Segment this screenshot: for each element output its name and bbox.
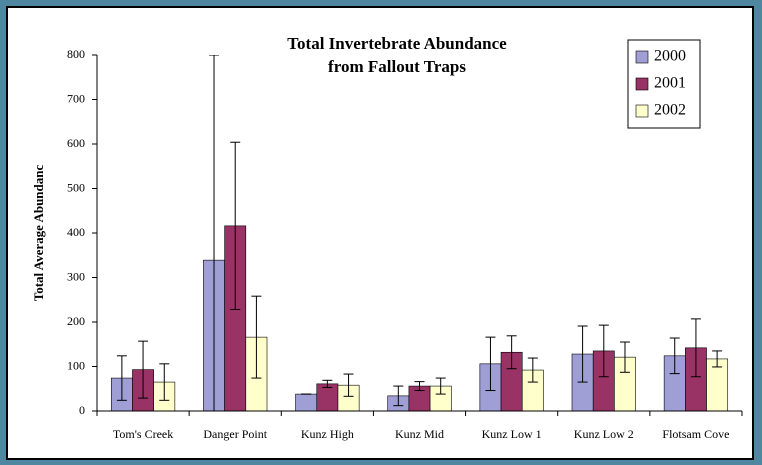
error-bar [598,324,609,378]
y-tick-label: 400 [67,225,85,239]
legend-swatch [635,77,649,91]
error-bar [209,55,220,411]
error-bar [414,381,425,392]
error-bar [343,373,354,397]
error-bar [159,363,170,401]
error-bar [393,385,404,407]
y-tick-label: 200 [67,314,85,328]
error-bar [230,141,241,311]
x-tick-label: Kunz Mid [395,427,444,441]
error-bar [527,357,538,383]
error-bar [577,325,588,383]
y-tick-label: 700 [67,91,85,105]
error-bar [669,337,680,375]
legend-label: 2001 [654,75,686,92]
error-bar [619,341,630,373]
x-tick-label: Kunz Low 2 [574,427,634,441]
x-tick-label: Flotsam Cove [662,427,729,441]
error-bar [506,335,517,370]
error-bar [322,379,333,388]
chart-title: Total Invertebrate Abundance [287,34,507,53]
error-bar [435,377,446,395]
bar [316,383,339,412]
error-bar [251,295,262,379]
y-tick-label: 0 [79,403,85,417]
error-bar [116,355,127,401]
chart-subtitle: from Fallout Traps [328,57,466,76]
y-tick-label: 300 [67,269,85,283]
x-tick-label: Danger Point [203,427,267,441]
y-tick-label: 100 [67,358,85,372]
legend-label: 2002 [654,102,686,119]
legend-swatch [635,50,649,64]
legend-swatch [635,104,649,118]
x-tick-label: Tom's Creek [113,427,173,441]
x-tick-label: Kunz High [301,427,354,441]
error-bar [712,350,723,368]
error-bar [485,336,496,392]
y-tick-label: 800 [67,47,85,61]
legend-label: 2000 [654,48,686,65]
y-tick-label: 500 [67,180,85,194]
error-bar [690,318,701,378]
x-tick-label: Kunz Low 1 [482,427,542,441]
y-tick-label: 600 [67,136,85,150]
y-axis-label: Total Average Abundanc [31,165,46,302]
bar [295,393,318,412]
error-bar [138,340,149,399]
